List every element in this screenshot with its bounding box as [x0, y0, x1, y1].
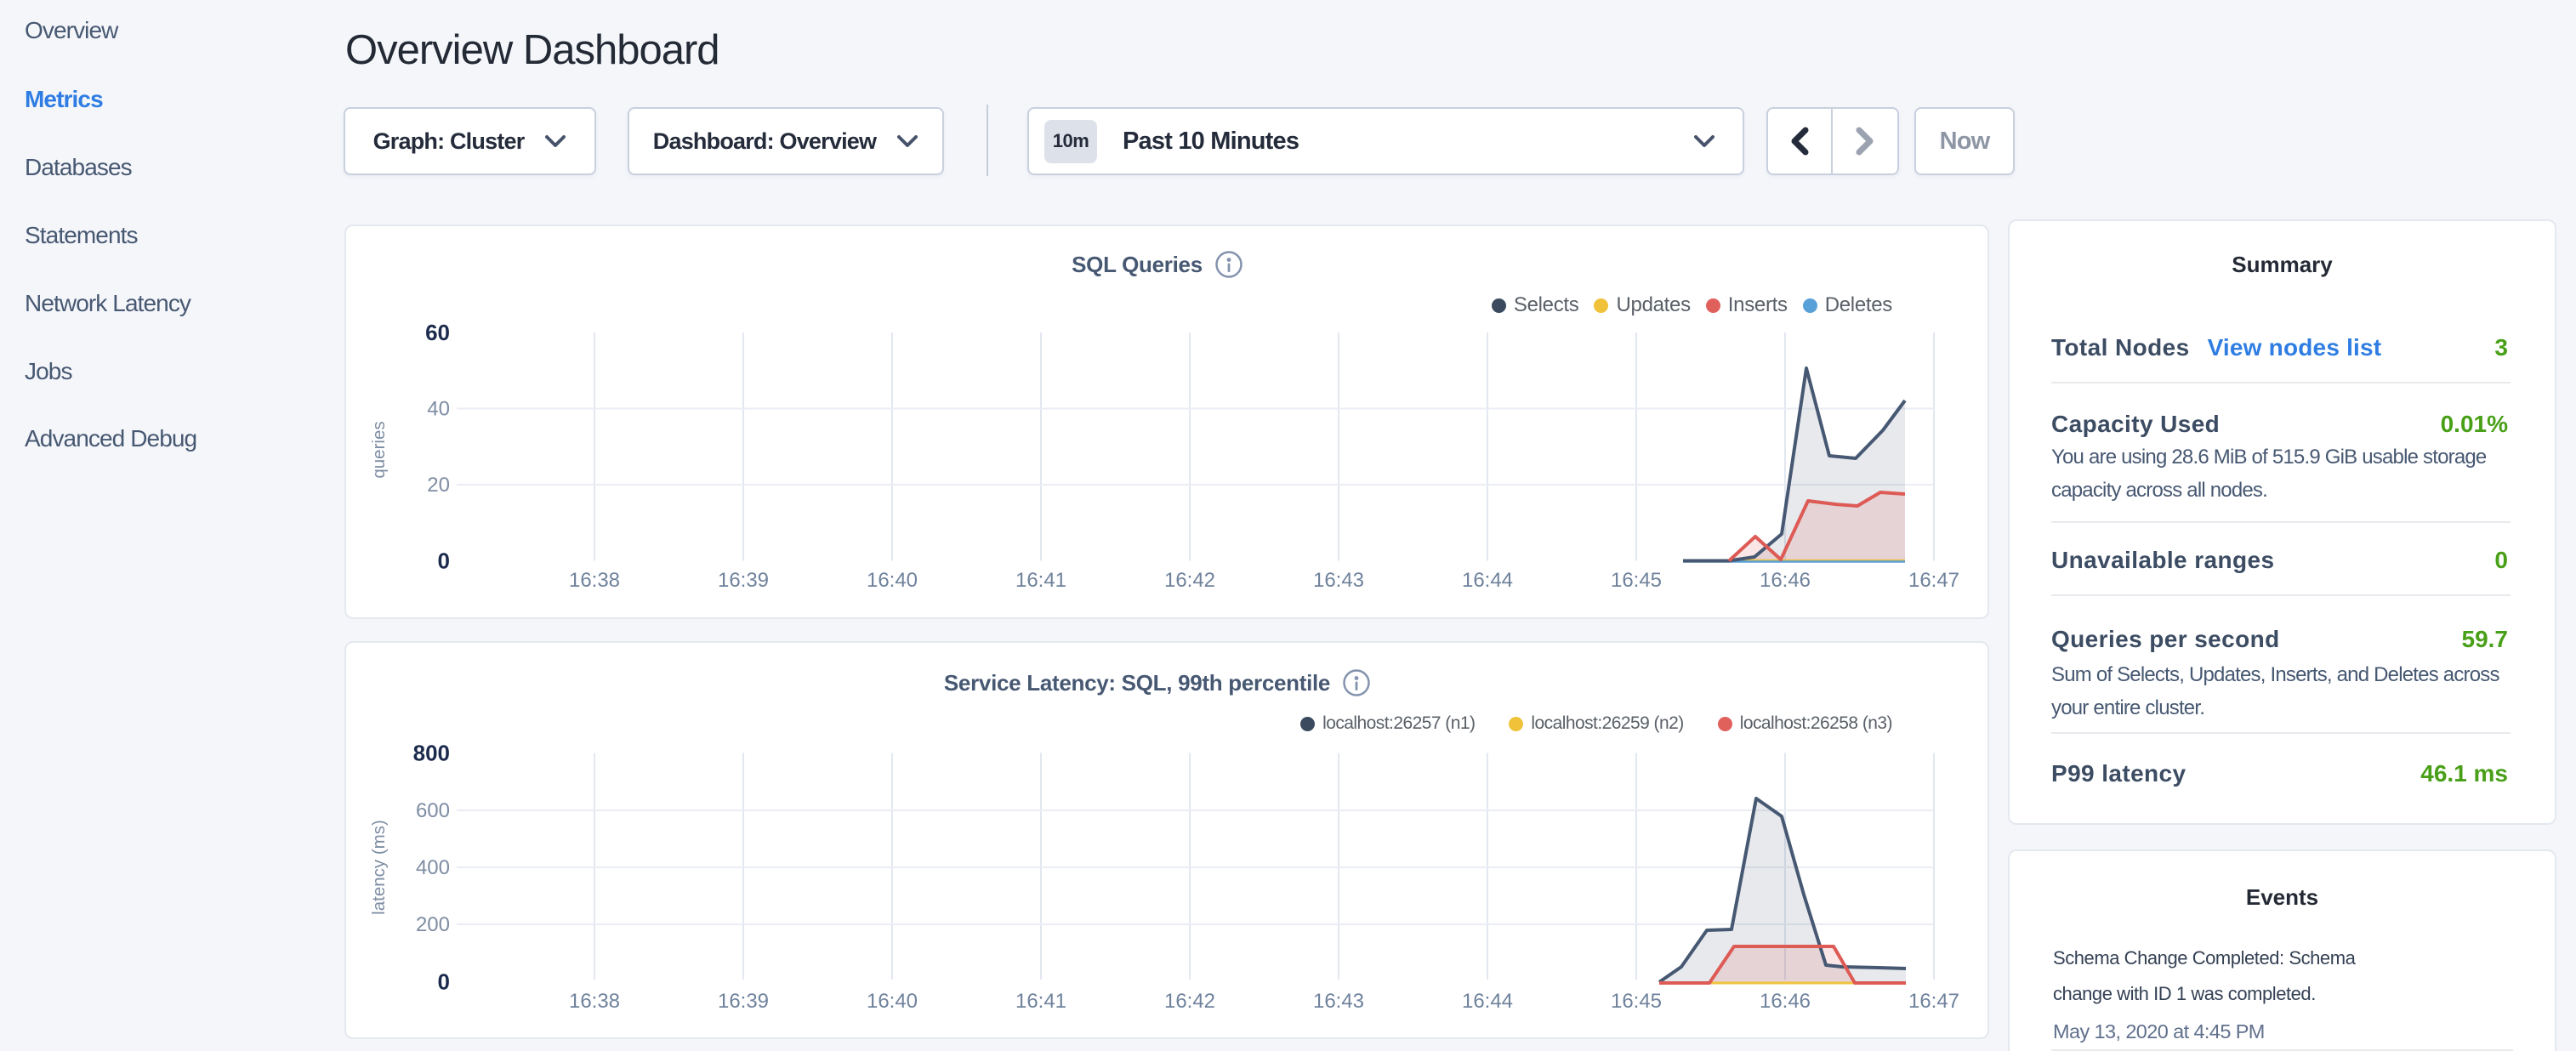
svg-text:60: 60 [425, 320, 450, 345]
svg-text:16:40: 16:40 [867, 569, 918, 592]
svg-text:16:47: 16:47 [1908, 990, 1959, 1013]
svg-text:16:40: 16:40 [867, 990, 918, 1013]
svg-text:400: 400 [416, 856, 450, 879]
svg-text:200: 200 [416, 913, 450, 936]
svg-text:16:47: 16:47 [1908, 569, 1959, 592]
svg-text:16:38: 16:38 [569, 569, 620, 592]
svg-text:16:38: 16:38 [569, 990, 620, 1013]
svg-text:0: 0 [438, 548, 450, 574]
svg-text:16:46: 16:46 [1760, 569, 1811, 592]
svg-text:800: 800 [413, 741, 450, 766]
svg-text:16:39: 16:39 [718, 569, 769, 592]
svg-text:16:41: 16:41 [1015, 569, 1066, 592]
svg-text:0: 0 [438, 969, 450, 995]
svg-text:16:45: 16:45 [1611, 990, 1662, 1013]
svg-text:40: 40 [427, 398, 450, 421]
svg-text:latency (ms): latency (ms) [369, 820, 389, 915]
svg-text:20: 20 [427, 474, 450, 497]
svg-text:16:45: 16:45 [1611, 569, 1662, 592]
svg-text:16:42: 16:42 [1164, 569, 1215, 592]
svg-text:16:46: 16:46 [1760, 990, 1811, 1013]
svg-text:16:43: 16:43 [1313, 990, 1364, 1013]
svg-text:16:39: 16:39 [718, 990, 769, 1013]
svg-text:16:44: 16:44 [1462, 569, 1513, 592]
svg-text:16:43: 16:43 [1313, 569, 1364, 592]
svg-text:queries: queries [369, 421, 389, 478]
svg-text:600: 600 [416, 799, 450, 822]
svg-text:16:42: 16:42 [1164, 990, 1215, 1013]
svg-text:16:41: 16:41 [1015, 990, 1066, 1013]
svg-text:16:44: 16:44 [1462, 990, 1513, 1013]
